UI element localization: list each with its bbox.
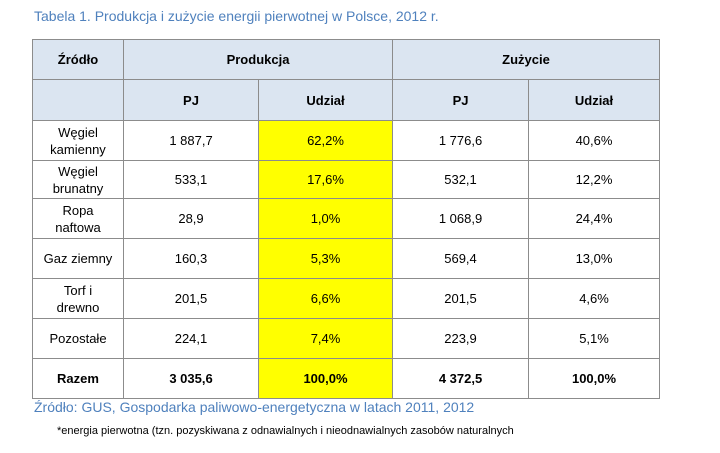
consumption-pj-cell: 1 068,9 <box>392 198 530 239</box>
header-consumption: Zużycie <box>392 39 661 80</box>
header-source: Źródło <box>32 39 124 80</box>
total-production-pj: 3 035,6 <box>123 358 259 399</box>
production-pj-cell: 160,3 <box>123 238 259 279</box>
consumption-share-cell: 5,1% <box>528 318 661 359</box>
production-share-cell: 1,0% <box>257 198 394 239</box>
production-share-cell: 17,6% <box>257 160 394 199</box>
row-label: Torf i drewno <box>32 278 124 319</box>
table-row: Torf i drewno 201,5 6,6% 201,5 4,6% <box>32 278 661 319</box>
row-label: Ropa naftowa <box>32 198 124 239</box>
header-production-share: Udział <box>257 79 394 121</box>
consumption-pj-cell: 223,9 <box>392 318 530 359</box>
energy-table: Źródło Produkcja Zużycie PJ Udział PJ Ud… <box>32 39 661 399</box>
table-row: Ropa naftowa 28,9 1,0% 1 068,9 24,4% <box>32 198 661 239</box>
footnote: *energia pierwotna (tzn. pozyskiwana z o… <box>57 425 514 437</box>
header-production-pj: PJ <box>123 79 259 121</box>
production-pj-cell: 533,1 <box>123 160 259 199</box>
row-label: Gaz ziemny <box>32 238 124 279</box>
header-production: Produkcja <box>122 39 394 80</box>
consumption-pj-cell: 569,4 <box>392 238 530 279</box>
table-row: Pozostałe 224,1 7,4% 223,9 5,1% <box>32 318 661 359</box>
source-note: Źródło: GUS, Gospodarka paliwowo-energet… <box>34 399 475 415</box>
consumption-share-cell: 4,6% <box>528 278 661 319</box>
production-share-cell: 5,3% <box>257 238 394 279</box>
total-consumption-share: 100,0% <box>528 358 661 399</box>
header-row-top: Źródło Produkcja Zużycie <box>32 39 661 80</box>
consumption-share-cell: 13,0% <box>528 238 661 279</box>
table-row: Węgiel kamienny 1 887,7 62,2% 1 776,6 40,… <box>32 120 661 161</box>
production-pj-cell: 28,9 <box>123 198 259 239</box>
header-consumption-pj: PJ <box>392 79 530 121</box>
consumption-pj-cell: 532,1 <box>392 160 530 199</box>
total-production-share: 100,0% <box>257 358 394 399</box>
production-share-cell: 62,2% <box>257 120 394 161</box>
consumption-share-cell: 24,4% <box>528 198 661 239</box>
consumption-pj-cell: 201,5 <box>392 278 530 319</box>
row-label: Pozostałe <box>32 318 124 359</box>
consumption-share-cell: 12,2% <box>528 160 661 199</box>
production-pj-cell: 201,5 <box>123 278 259 319</box>
production-pj-cell: 224,1 <box>123 318 259 359</box>
consumption-pj-cell: 1 776,6 <box>392 120 530 161</box>
row-label: Węgiel brunatny <box>32 160 124 199</box>
total-row: Razem 3 035,6 100,0% 4 372,5 100,0% <box>32 358 661 399</box>
header-empty <box>32 79 124 121</box>
production-share-cell: 6,6% <box>257 278 394 319</box>
table-caption: Tabela 1. Produkcja i zużycie energii pi… <box>34 8 439 24</box>
total-label: Razem <box>32 358 124 399</box>
header-row-sub: PJ Udział PJ Udział <box>32 79 661 121</box>
table-row: Gaz ziemny 160,3 5,3% 569,4 13,0% <box>32 238 661 279</box>
table-row: Węgiel brunatny 533,1 17,6% 532,1 12,2% <box>32 160 661 199</box>
production-share-cell: 7,4% <box>257 318 394 359</box>
production-pj-cell: 1 887,7 <box>123 120 259 161</box>
header-consumption-share: Udział <box>528 79 661 121</box>
total-consumption-pj: 4 372,5 <box>392 358 530 399</box>
consumption-share-cell: 40,6% <box>528 120 661 161</box>
row-label: Węgiel kamienny <box>32 120 124 161</box>
